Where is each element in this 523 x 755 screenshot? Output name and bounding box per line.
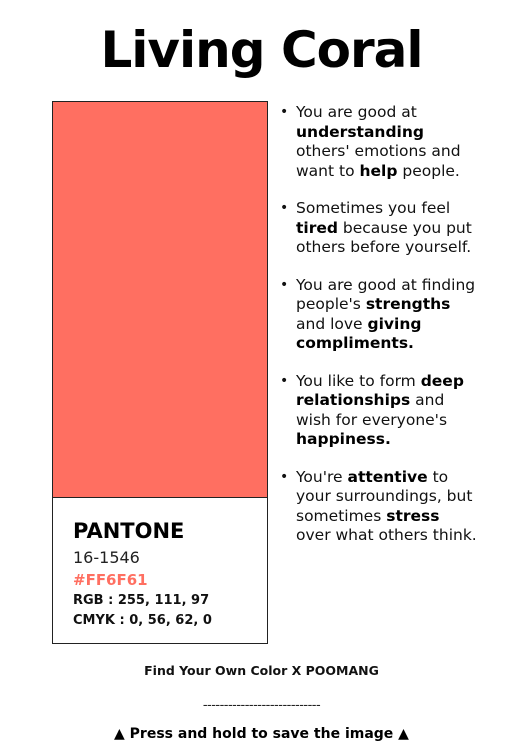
- trait-item: • You are good at understanding others' e…: [278, 103, 478, 181]
- trait-keyword: attentive: [347, 467, 428, 486]
- trait-item: • You're attentive to your surroundings, …: [278, 468, 478, 546]
- trait-keyword: strengths: [365, 295, 451, 313]
- bullet-icon: •: [280, 104, 289, 120]
- trait-item: • You like to form deep relationships and…: [278, 372, 478, 450]
- trait-item: • Sometimes you feel tired because you pu…: [278, 199, 478, 258]
- rgb-value: RGB : 255, 111, 97: [73, 593, 210, 608]
- trait-text: and wish for everyone's: [296, 391, 448, 429]
- save-image-hint[interactable]: ▲ Press and hold to save the image ▲: [114, 726, 409, 742]
- trait-keyword: stress: [386, 506, 440, 525]
- bullet-icon: •: [280, 372, 289, 389]
- personality-traits-list: • You are good at understanding others' e…: [278, 103, 478, 564]
- page-title: Living Coral: [100, 21, 423, 79]
- bullet-icon: •: [280, 468, 289, 485]
- footer-credit: Find Your Own Color X POOMANG: [144, 663, 379, 678]
- trait-keyword: deep relationships: [296, 371, 464, 410]
- trait-text: people.: [397, 161, 460, 180]
- trait-text: because you put others before yourself.: [296, 218, 472, 257]
- hex-value: #FF6F61: [73, 571, 148, 589]
- trait-keyword: understanding: [296, 122, 424, 141]
- trait-text: You are good at finding people's: [296, 275, 476, 314]
- trait-text: others' emotions and want to: [296, 142, 461, 180]
- trait-keyword: tired: [296, 218, 338, 237]
- trait-text: and love: [296, 314, 368, 333]
- bullet-icon: •: [280, 276, 289, 293]
- trait-item: • You are good at finding people's streng…: [278, 276, 478, 354]
- trait-text: to your surroundings, but sometimes: [296, 467, 473, 525]
- bullet-icon: •: [280, 200, 289, 216]
- pantone-info: PANTONE 16-1546 #FF6F61 RGB : 255, 111, …: [73, 518, 263, 631]
- pantone-card: PANTONE 16-1546 #FF6F61 RGB : 255, 111, …: [52, 101, 268, 644]
- trait-keyword: giving compliments.: [296, 314, 422, 353]
- trait-text: You like to form: [296, 371, 421, 390]
- pantone-code: 16-1546: [73, 548, 140, 567]
- trait-keyword: help: [359, 161, 398, 180]
- color-swatch: [53, 102, 267, 498]
- cmyk-value: CMYK : 0, 56, 62, 0: [73, 613, 212, 628]
- trait-keyword: happiness.: [296, 430, 391, 448]
- pantone-brand: PANTONE: [73, 519, 185, 543]
- trait-text: Sometimes you feel: [296, 199, 451, 217]
- footer-divider: ----------------------------: [202, 698, 321, 713]
- trait-text: You're: [296, 467, 348, 486]
- trait-text: over what others think.: [296, 526, 477, 544]
- trait-text: You are good at: [296, 103, 417, 121]
